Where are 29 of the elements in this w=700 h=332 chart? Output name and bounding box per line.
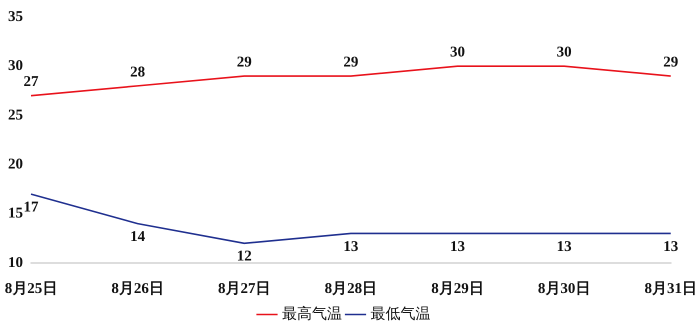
y-tick-label: 20 (8, 156, 23, 172)
legend-label: 最高气温 (282, 306, 342, 323)
x-tick-label: 8月29日 (431, 280, 484, 297)
y-tick-label: 25 (8, 107, 23, 124)
data-label: 13 (556, 238, 572, 255)
y-tick-label: 10 (8, 254, 23, 271)
data-label: 30 (450, 44, 465, 61)
data-label: 29 (663, 54, 678, 70)
data-label: 29 (343, 54, 358, 70)
x-tick-label: 8月31日 (644, 280, 697, 297)
data-label: 27 (24, 74, 39, 90)
data-label: 13 (450, 238, 465, 255)
data-label: 28 (130, 64, 146, 80)
y-tick-label: 15 (8, 206, 23, 222)
y-tick-label: 35 (8, 8, 23, 25)
data-label: 14 (130, 229, 146, 246)
y-tick-label: 30 (8, 58, 23, 74)
x-tick-label: 8月27日 (218, 280, 270, 297)
data-label: 30 (556, 44, 572, 61)
x-tick-label: 8月30日 (538, 280, 590, 297)
x-tick-label: 8月28日 (324, 280, 378, 297)
legend-label: 最低气温 (370, 306, 430, 323)
x-tick-label: 8月25日 (4, 280, 58, 297)
data-label: 13 (343, 238, 358, 255)
data-label: 12 (236, 248, 252, 265)
data-label: 29 (236, 54, 252, 70)
data-label: 17 (24, 199, 39, 216)
x-tick-label: 8月26日 (111, 280, 164, 297)
data-label: 13 (663, 238, 678, 255)
